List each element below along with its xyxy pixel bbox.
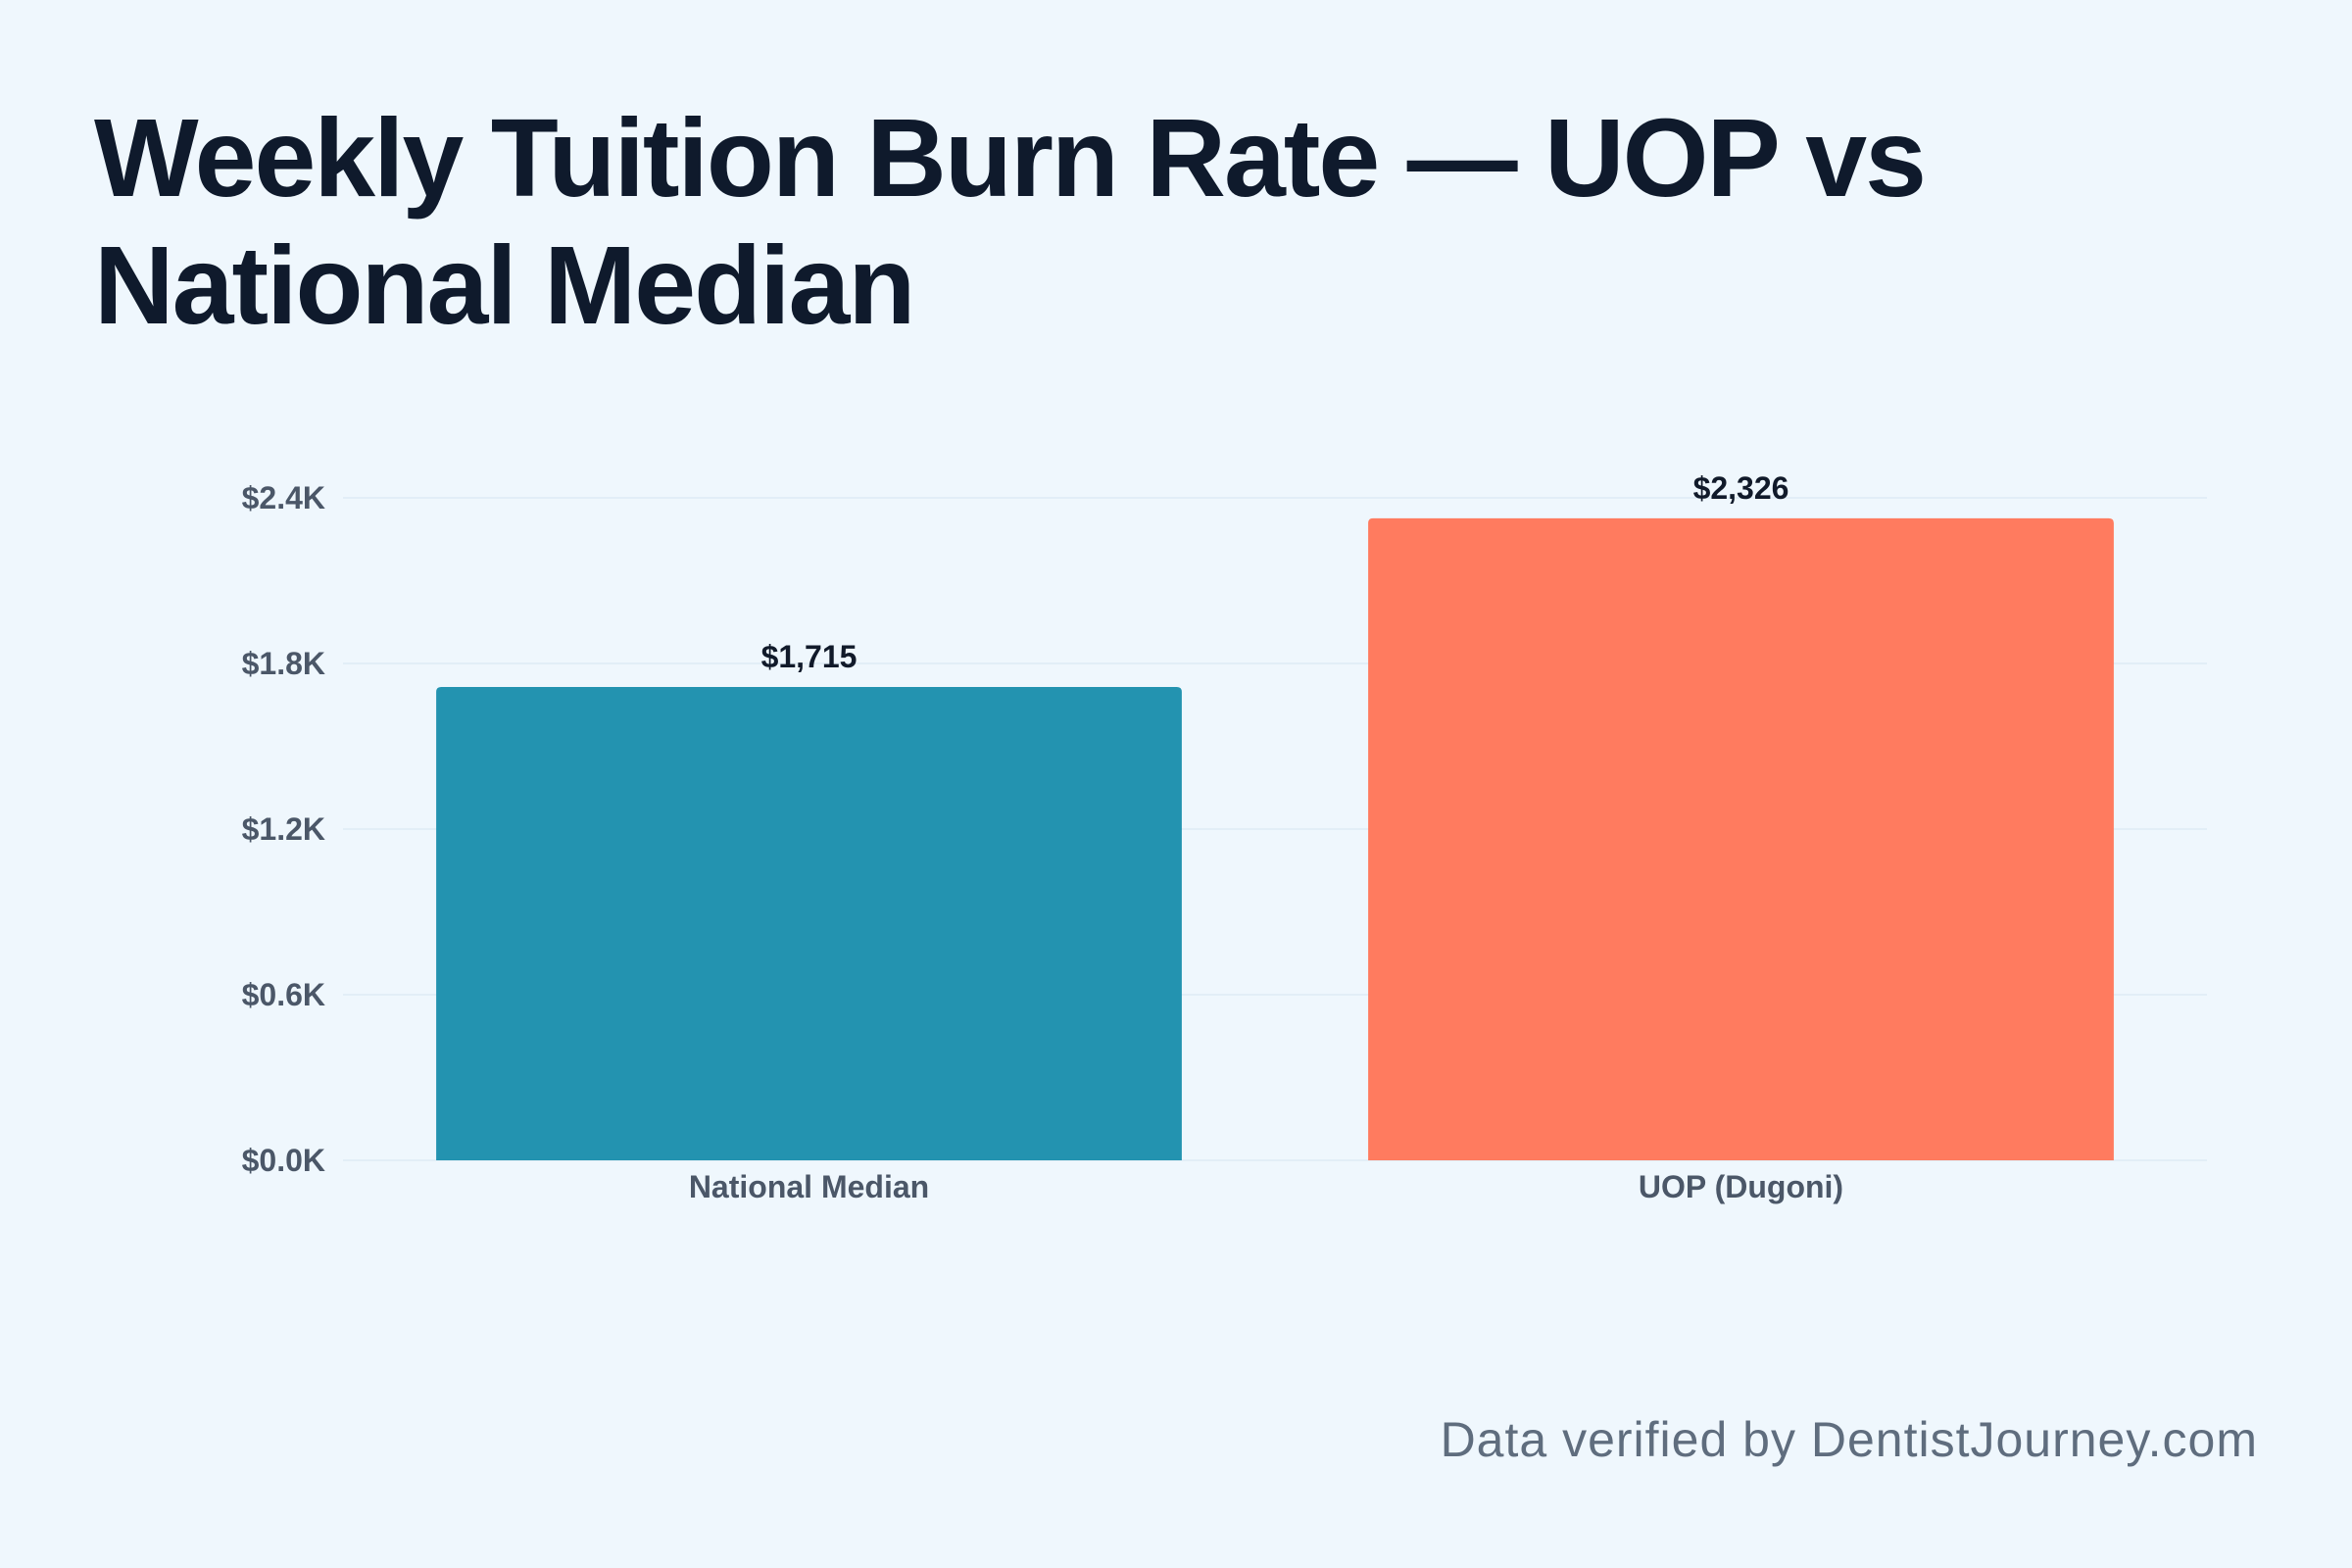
bars <box>436 517 2114 1160</box>
bar-national-median <box>436 686 1182 1160</box>
data-label: $1,715 <box>761 639 858 674</box>
x-tick-label: UOP (Dugoni) <box>1639 1169 1843 1204</box>
x-axis-ticks: National Median UOP (Dugoni) <box>689 1169 1843 1204</box>
source-credit: Data verified by DentistJourney.com <box>1440 1412 2258 1467</box>
bar-uop-dugoni <box>1368 517 2114 1160</box>
x-tick-label: National Median <box>689 1169 929 1204</box>
data-labels: $1,715 $2,326 <box>761 470 1789 674</box>
y-tick-label: $0.0K <box>242 1143 325 1178</box>
y-tick-label: $0.6K <box>242 977 325 1012</box>
y-tick-label: $2.4K <box>242 480 325 515</box>
data-label: $2,326 <box>1693 470 1789 506</box>
y-tick-label: $1.8K <box>242 646 325 681</box>
chart-title: Weekly Tuition Burn Rate — UOP vs Nation… <box>94 96 1927 347</box>
y-tick-label: $1.2K <box>242 811 325 847</box>
y-axis-ticks: $0.0K $0.6K $1.2K $1.8K $2.4K <box>242 480 325 1178</box>
